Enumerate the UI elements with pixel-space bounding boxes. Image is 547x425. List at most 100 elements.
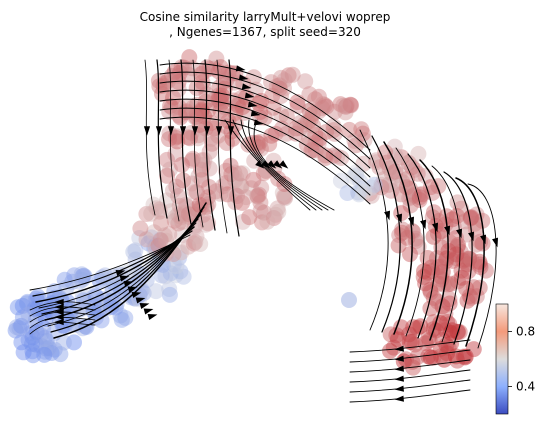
cell-point	[401, 333, 418, 350]
cell-point	[435, 276, 452, 293]
cell-point	[183, 175, 200, 192]
cell-point	[219, 186, 236, 203]
cell-point	[438, 208, 455, 225]
cell-point	[361, 185, 378, 202]
cell-point	[43, 345, 60, 361]
cell-point	[19, 295, 35, 312]
cell-point	[267, 206, 284, 223]
cell-point	[377, 144, 394, 161]
cell-point	[356, 183, 373, 200]
streamline-arrow	[135, 297, 146, 304]
cell-point	[251, 95, 267, 112]
streamline	[253, 119, 335, 211]
streamline-arrow	[247, 101, 258, 108]
cell-point	[15, 344, 32, 361]
streamline	[159, 98, 371, 187]
cell-point	[252, 194, 269, 211]
cell-point	[405, 319, 422, 336]
cell-point	[414, 186, 430, 203]
cell-point	[451, 324, 468, 340]
cell-point	[444, 322, 461, 339]
streamline	[232, 119, 317, 211]
cell-point	[213, 87, 230, 104]
cell-point	[13, 317, 30, 334]
cell-point	[188, 108, 205, 125]
cell-point	[175, 268, 192, 285]
streamline	[455, 177, 485, 347]
cell-point	[161, 131, 177, 148]
cell-point	[385, 339, 402, 356]
cell-point	[161, 286, 178, 303]
streamline	[53, 202, 207, 339]
cell-point	[388, 149, 405, 166]
streamline-arrow	[250, 110, 261, 117]
cell-point	[162, 265, 179, 282]
cell-point	[229, 97, 246, 113]
cell-point	[460, 250, 477, 267]
cell-point	[177, 196, 194, 213]
cell-point	[156, 75, 173, 92]
cell-point	[173, 244, 190, 261]
cell-point	[429, 225, 446, 242]
cell-point	[339, 185, 356, 201]
cell-point	[253, 179, 270, 196]
cell-point	[227, 172, 243, 189]
cell-point	[193, 161, 210, 178]
streamline-arrow	[155, 126, 163, 136]
cell-point	[40, 339, 57, 356]
cell-point	[394, 221, 411, 238]
streamline	[371, 135, 401, 333]
cell-point	[332, 96, 349, 113]
cell-point	[173, 156, 190, 173]
cell-point	[411, 192, 428, 208]
cell-point	[37, 343, 54, 360]
cell-point	[113, 311, 130, 328]
cell-point	[410, 186, 427, 203]
cell-point	[127, 290, 144, 307]
cell-point	[289, 98, 306, 115]
cell-point	[132, 284, 149, 300]
streamline-arrow	[54, 303, 64, 311]
cell-point	[168, 258, 185, 275]
cell-point	[193, 152, 210, 169]
cell-point	[381, 175, 398, 192]
cell-point	[138, 206, 155, 222]
cell-point	[315, 96, 332, 113]
streamline	[248, 119, 329, 211]
streamline-arrow	[432, 222, 439, 233]
cell-point	[233, 177, 249, 194]
cell-point	[433, 239, 450, 256]
cell-point	[284, 66, 301, 83]
cell-point	[25, 347, 42, 364]
cell-point	[354, 125, 371, 142]
cell-point	[394, 224, 410, 241]
cell-point	[371, 159, 388, 176]
cell-point	[410, 238, 427, 255]
cell-point	[187, 234, 204, 251]
cell-point	[11, 320, 28, 337]
cell-point	[442, 275, 459, 292]
streamline-arrow	[444, 225, 451, 236]
cell-point	[180, 238, 197, 255]
streamline	[359, 129, 389, 331]
cell-point	[352, 173, 369, 190]
cell-point	[38, 340, 54, 357]
cell-point	[247, 81, 264, 98]
cell-point	[191, 196, 208, 213]
cell-point	[326, 103, 343, 120]
streamline-arrow	[235, 65, 246, 72]
cell-point	[126, 290, 143, 307]
cell-point	[424, 209, 441, 226]
cell-point	[274, 120, 290, 137]
streamline	[467, 183, 497, 349]
cell-point	[32, 327, 49, 343]
cell-point	[168, 178, 185, 195]
cell-point	[292, 120, 309, 137]
cell-point	[234, 99, 251, 115]
cell-point	[171, 208, 188, 224]
cell-point	[458, 280, 475, 297]
cell-point	[234, 165, 251, 182]
cell-point	[425, 289, 442, 306]
cell-point	[398, 351, 414, 368]
streamline-arrow	[394, 395, 404, 402]
